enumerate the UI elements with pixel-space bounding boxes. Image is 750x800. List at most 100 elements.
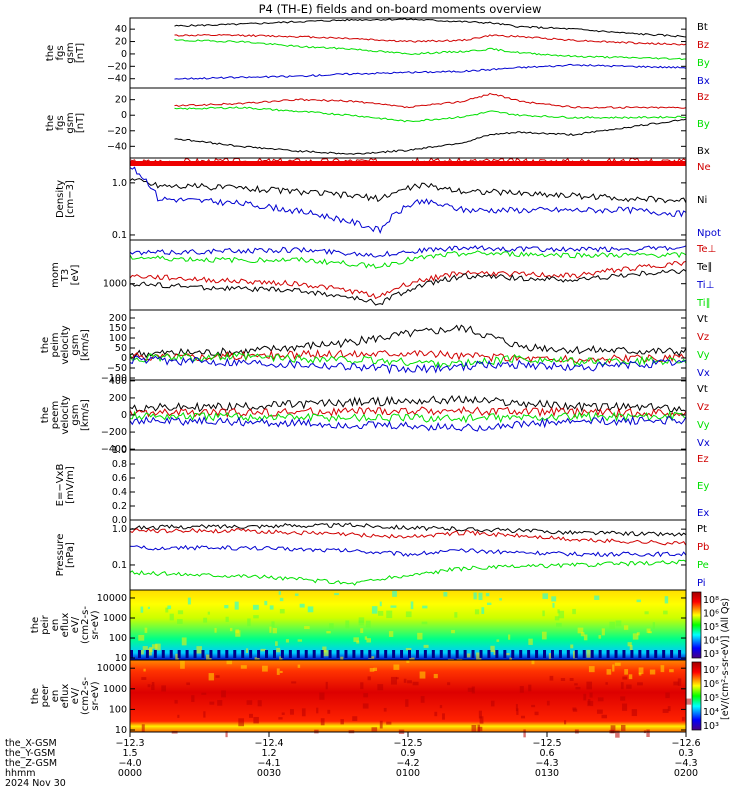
spectrogram-cell	[260, 648, 266, 652]
y-tick-label: 20	[115, 37, 127, 48]
spectrogram-cell	[224, 604, 229, 609]
spectrogram-cell	[407, 680, 412, 684]
spectrogram-cell	[637, 682, 643, 686]
spectrogram-cell	[471, 686, 475, 694]
spectrogram-cell	[169, 613, 174, 621]
spectrogram-cell	[208, 673, 214, 681]
spectrogram-cell	[371, 727, 378, 732]
series-line-Vz	[129, 405, 687, 419]
spectrogram-cell	[548, 653, 552, 659]
legend-Bz: Bz	[697, 40, 709, 51]
legend-Ti∥: Ti∥	[696, 298, 711, 309]
spectrogram-cell	[360, 628, 364, 634]
spectrogram-cell	[377, 684, 384, 691]
spectrogram-cell	[371, 606, 378, 614]
spectrogram-cell	[177, 619, 183, 624]
spectrogram-cell	[620, 682, 624, 690]
spectrogram-cell	[185, 650, 189, 658]
y-tick-label: 0.1	[112, 230, 127, 241]
spectrogram-cell	[673, 681, 679, 686]
spectrogram-cell	[622, 676, 628, 680]
spectrogram-cell	[552, 602, 555, 608]
x-axis-labels: the_X-GSM −12.3 −12.4 −12.5 −12.5 −12.6 the_Y-…	[5, 598, 731, 789]
y-tick-label: 100	[109, 633, 127, 644]
spectrogram-cell	[169, 650, 173, 658]
y-tick-label: 1.0	[112, 178, 127, 189]
spectrogram-cell	[542, 593, 549, 600]
spectrogram-cell	[594, 595, 600, 600]
spectrogram-cell	[137, 650, 141, 658]
colorbar-tick-label: 10⁵	[703, 622, 719, 633]
y-tick-label: −50	[107, 363, 127, 374]
spectrogram-cell	[240, 665, 247, 669]
series-line-Bx	[174, 118, 687, 155]
y-axis-label: gsm	[70, 334, 81, 355]
spectrogram-cell	[360, 682, 364, 690]
series-line-Pi	[129, 544, 687, 558]
spectrogram-cell	[614, 662, 621, 666]
spectrogram-cell	[670, 650, 674, 658]
spectrogram-cell	[245, 648, 249, 653]
spectrogram-cell	[253, 716, 259, 724]
y-tick-label: 1000	[103, 684, 127, 695]
y-tick-label: 10	[115, 725, 127, 736]
spectrogram-cell	[664, 596, 669, 604]
series-line-Npot	[129, 166, 687, 234]
y-axis-label: gsm	[70, 404, 81, 425]
spectrogram-cell	[364, 636, 368, 640]
spectrogram-cell	[528, 684, 532, 692]
series-line-Bz	[174, 92, 687, 109]
panel-density: Ne Ni Npot 1.0 0.1 Density [cm−3]	[55, 156, 721, 241]
series-line-Bx	[174, 63, 687, 80]
legend-Bx: Bx	[697, 146, 710, 157]
spectrogram-cell	[358, 617, 365, 623]
spectrogram-cell	[601, 628, 605, 636]
spectrogram-cell	[601, 714, 608, 719]
spectrogram-cell	[147, 606, 151, 609]
spectrogram-cell	[138, 634, 145, 641]
y-axis-label: eV/	[70, 616, 81, 633]
spectrogram-cell	[572, 707, 577, 711]
spectrogram-cell	[229, 627, 233, 632]
spectrogram-cell	[481, 607, 485, 614]
spectrogram-cell	[340, 719, 344, 725]
legend-Npot: Npot	[697, 228, 721, 239]
y-axis-label: (cm2-s-	[80, 677, 91, 715]
x-row-label: the_Y-GSM	[5, 748, 55, 759]
spectrogram-peer_energy_flux	[130, 660, 686, 732]
legend-Vt: Vt	[697, 384, 708, 395]
y-axis-label: peer	[40, 684, 51, 708]
spectrogram-cell	[276, 668, 280, 675]
y-tick-label: −100	[101, 373, 127, 384]
spectrogram-cell	[560, 678, 566, 681]
spectrogram-cell	[652, 622, 655, 629]
spectrogram-cell	[247, 618, 251, 627]
spectrogram-cell	[296, 650, 300, 658]
y-axis-label: the	[45, 115, 56, 131]
spectrogram-cell	[583, 693, 587, 701]
y-tick-label: 0	[121, 110, 127, 121]
spectrogram-cell	[206, 654, 212, 661]
x-tick-label: −12.6	[671, 738, 700, 749]
colorbar-label: [eV/(cm²-s-sr-eV)] (All Qs)	[720, 598, 731, 720]
y-axis-label: [km/s]	[80, 399, 91, 431]
spectrogram-cell	[329, 623, 334, 629]
y-tick-label: −20	[107, 61, 127, 72]
x-tick-label: −12.5	[393, 738, 422, 749]
spectrogram-cell	[362, 703, 369, 709]
spectrogram-cell	[340, 656, 344, 661]
spectrogram-cell	[235, 629, 240, 634]
colorbar-peer_energy_flux	[691, 661, 702, 731]
y-axis-label: fgs	[55, 45, 66, 60]
spectrogram-cell	[654, 650, 658, 658]
spectrogram-cell	[279, 656, 283, 662]
spectrogram-cell	[366, 638, 371, 643]
spectrogram-cell	[624, 669, 629, 675]
spectrogram-cell	[152, 644, 158, 649]
y-tick-label: −400	[101, 444, 127, 455]
spectrogram-cell	[662, 650, 666, 658]
spectrogram-cell	[388, 631, 394, 637]
legend-Bt: Bt	[697, 22, 708, 33]
spectrogram-cell	[496, 639, 500, 642]
